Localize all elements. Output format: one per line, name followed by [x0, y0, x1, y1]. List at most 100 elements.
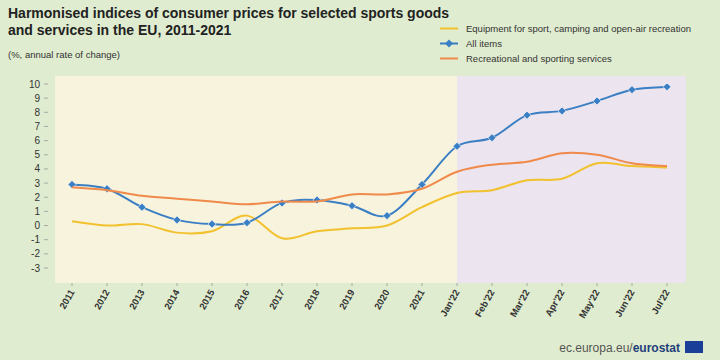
x-tick-label: 2021: [407, 287, 427, 311]
series-marker: [243, 219, 251, 227]
y-tick-label: 5: [34, 149, 40, 160]
footer-brand: eurostat: [633, 341, 680, 355]
y-tick: [44, 225, 48, 226]
y-tick: [44, 126, 48, 127]
y-tick-label: 1: [34, 206, 40, 217]
y-tick-label: 7: [34, 121, 40, 132]
x-tick-label: 2014: [162, 287, 182, 311]
y-tick: [44, 183, 48, 184]
legend-swatch: [440, 28, 458, 30]
y-tick: [44, 140, 48, 141]
x-tick-label: 2011: [57, 287, 77, 311]
series-line: [72, 153, 667, 204]
x-tick: [562, 283, 563, 286]
x-tick-label: Mar'22: [507, 288, 531, 319]
y-tick: [44, 268, 48, 269]
x-tick-label: May'22: [577, 288, 602, 321]
title: Harmonised indices of consumer prices fo…: [8, 5, 449, 21]
x-tick-label: 2015: [197, 287, 217, 311]
x-tick-label: 2017: [267, 288, 287, 312]
series-marker: [523, 111, 531, 119]
x-tick-label: Jun'22: [612, 288, 636, 319]
y-tick-label: 8: [34, 107, 40, 118]
plot-panel: [457, 76, 686, 283]
x-tick: [212, 283, 213, 286]
series-marker: [593, 97, 601, 105]
y-tick: [44, 253, 48, 254]
series-group: [68, 84, 671, 239]
series-marker: [348, 202, 356, 210]
legend-label: Equipment for sport, camping and open-ai…: [466, 23, 691, 34]
y-tick: [44, 197, 48, 198]
title: and services in the EU, 2011-2021: [8, 22, 232, 38]
x-tick: [527, 283, 528, 286]
footer: ec.europa.eu/eurostat: [559, 341, 680, 355]
x-tick: [457, 283, 458, 286]
x-tick: [667, 283, 668, 286]
y-tick: [44, 112, 48, 113]
series-line: [72, 163, 667, 239]
x-tick: [72, 283, 73, 286]
legend-marker: [445, 40, 453, 48]
series-marker: [383, 212, 391, 220]
y-tick-label: 9: [34, 93, 40, 104]
y-tick: [44, 154, 48, 155]
legend-label: Recreational and sporting services: [466, 53, 612, 64]
x-tick-label: 2013: [127, 288, 147, 312]
x-tick: [597, 283, 598, 286]
x-tick-label: Apr'22: [543, 288, 567, 319]
series-line: [72, 87, 667, 225]
x-tick-label: 2020: [372, 288, 392, 312]
x-tick: [387, 283, 388, 286]
background: [0, 0, 720, 360]
x-tick: [107, 283, 108, 286]
y-tick: [44, 84, 48, 85]
series-marker: [628, 86, 636, 94]
x-tick: [632, 283, 633, 286]
y-tick-label: -3: [31, 263, 40, 274]
x-tick-label: 2019: [337, 288, 357, 312]
series-marker: [453, 142, 461, 150]
series-marker: [138, 203, 146, 211]
x-tick: [352, 283, 353, 286]
x-tick: [247, 283, 248, 286]
legend-swatch: [440, 58, 458, 60]
series-marker: [488, 134, 496, 142]
y-tick-label: -2: [31, 248, 40, 259]
y-tick: [44, 211, 48, 212]
x-tick-label: Jul'22: [649, 288, 672, 317]
y-tick: [44, 239, 48, 240]
subtitle: (%, annual rate of change): [8, 49, 120, 60]
x-tick-label: 2016: [232, 288, 252, 312]
series-marker: [278, 199, 286, 207]
chart: Harmonised indices of consumer prices fo…: [0, 0, 720, 360]
x-tick: [142, 283, 143, 286]
x-tick-label: Jan'22: [438, 288, 462, 319]
x-tick: [282, 283, 283, 286]
series-marker: [208, 220, 216, 228]
y-tick-label: 4: [34, 163, 40, 174]
x-tick: [422, 283, 423, 286]
y-tick: [44, 98, 48, 99]
y-tick-label: 10: [29, 79, 41, 90]
x-tick-label: Feb'22: [472, 288, 496, 319]
eu-flag: [685, 341, 703, 353]
y-tick-label: -1: [31, 234, 40, 245]
x-tick-label: 2012: [92, 288, 112, 312]
series-marker: [313, 196, 321, 204]
x-tick-label: 2018: [302, 288, 322, 312]
y-tick-label: 3: [34, 178, 40, 189]
y-tick: [44, 168, 48, 169]
series-marker: [103, 185, 111, 193]
series-marker: [173, 216, 181, 224]
y-tick-label: 0: [34, 220, 40, 231]
legend-label: All items: [466, 38, 502, 49]
x-tick: [317, 283, 318, 286]
footer-site: ec.europa.eu/: [559, 341, 633, 355]
series-marker: [663, 84, 671, 91]
x-tick: [492, 283, 493, 286]
plot-panel: [55, 76, 457, 283]
series-marker: [558, 107, 566, 115]
y-tick-label: 6: [34, 135, 40, 146]
y-tick-label: 2: [34, 192, 40, 203]
